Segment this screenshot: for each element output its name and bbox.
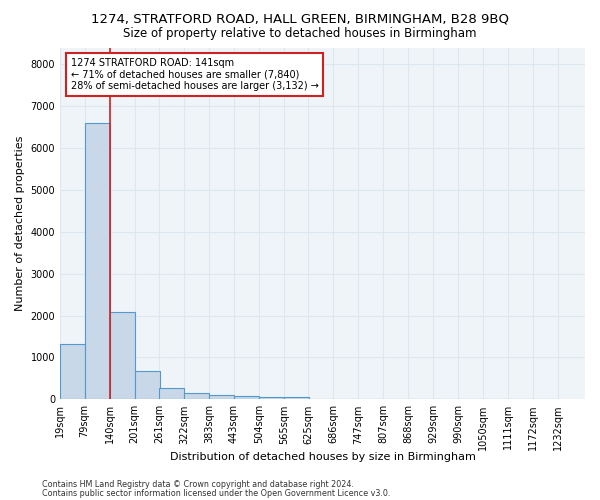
Bar: [184, 393, 209, 400]
Text: 1274, STRATFORD ROAD, HALL GREEN, BIRMINGHAM, B28 9BQ: 1274, STRATFORD ROAD, HALL GREEN, BIRMIN…: [91, 12, 509, 26]
Y-axis label: Number of detached properties: Number of detached properties: [15, 136, 25, 311]
Bar: [110, 312, 134, 400]
Bar: [60, 344, 85, 400]
Bar: [85, 123, 110, 400]
Bar: [134, 371, 160, 400]
Bar: [259, 397, 284, 400]
Text: Contains public sector information licensed under the Open Government Licence v3: Contains public sector information licen…: [42, 488, 391, 498]
Bar: [234, 396, 259, 400]
Text: Contains HM Land Registry data © Crown copyright and database right 2024.: Contains HM Land Registry data © Crown c…: [42, 480, 354, 489]
Text: 1274 STRATFORD ROAD: 141sqm
← 71% of detached houses are smaller (7,840)
28% of : 1274 STRATFORD ROAD: 141sqm ← 71% of det…: [71, 58, 319, 92]
Bar: [284, 397, 309, 400]
Text: Size of property relative to detached houses in Birmingham: Size of property relative to detached ho…: [123, 28, 477, 40]
Bar: [209, 395, 234, 400]
X-axis label: Distribution of detached houses by size in Birmingham: Distribution of detached houses by size …: [170, 452, 475, 462]
Bar: [159, 388, 184, 400]
